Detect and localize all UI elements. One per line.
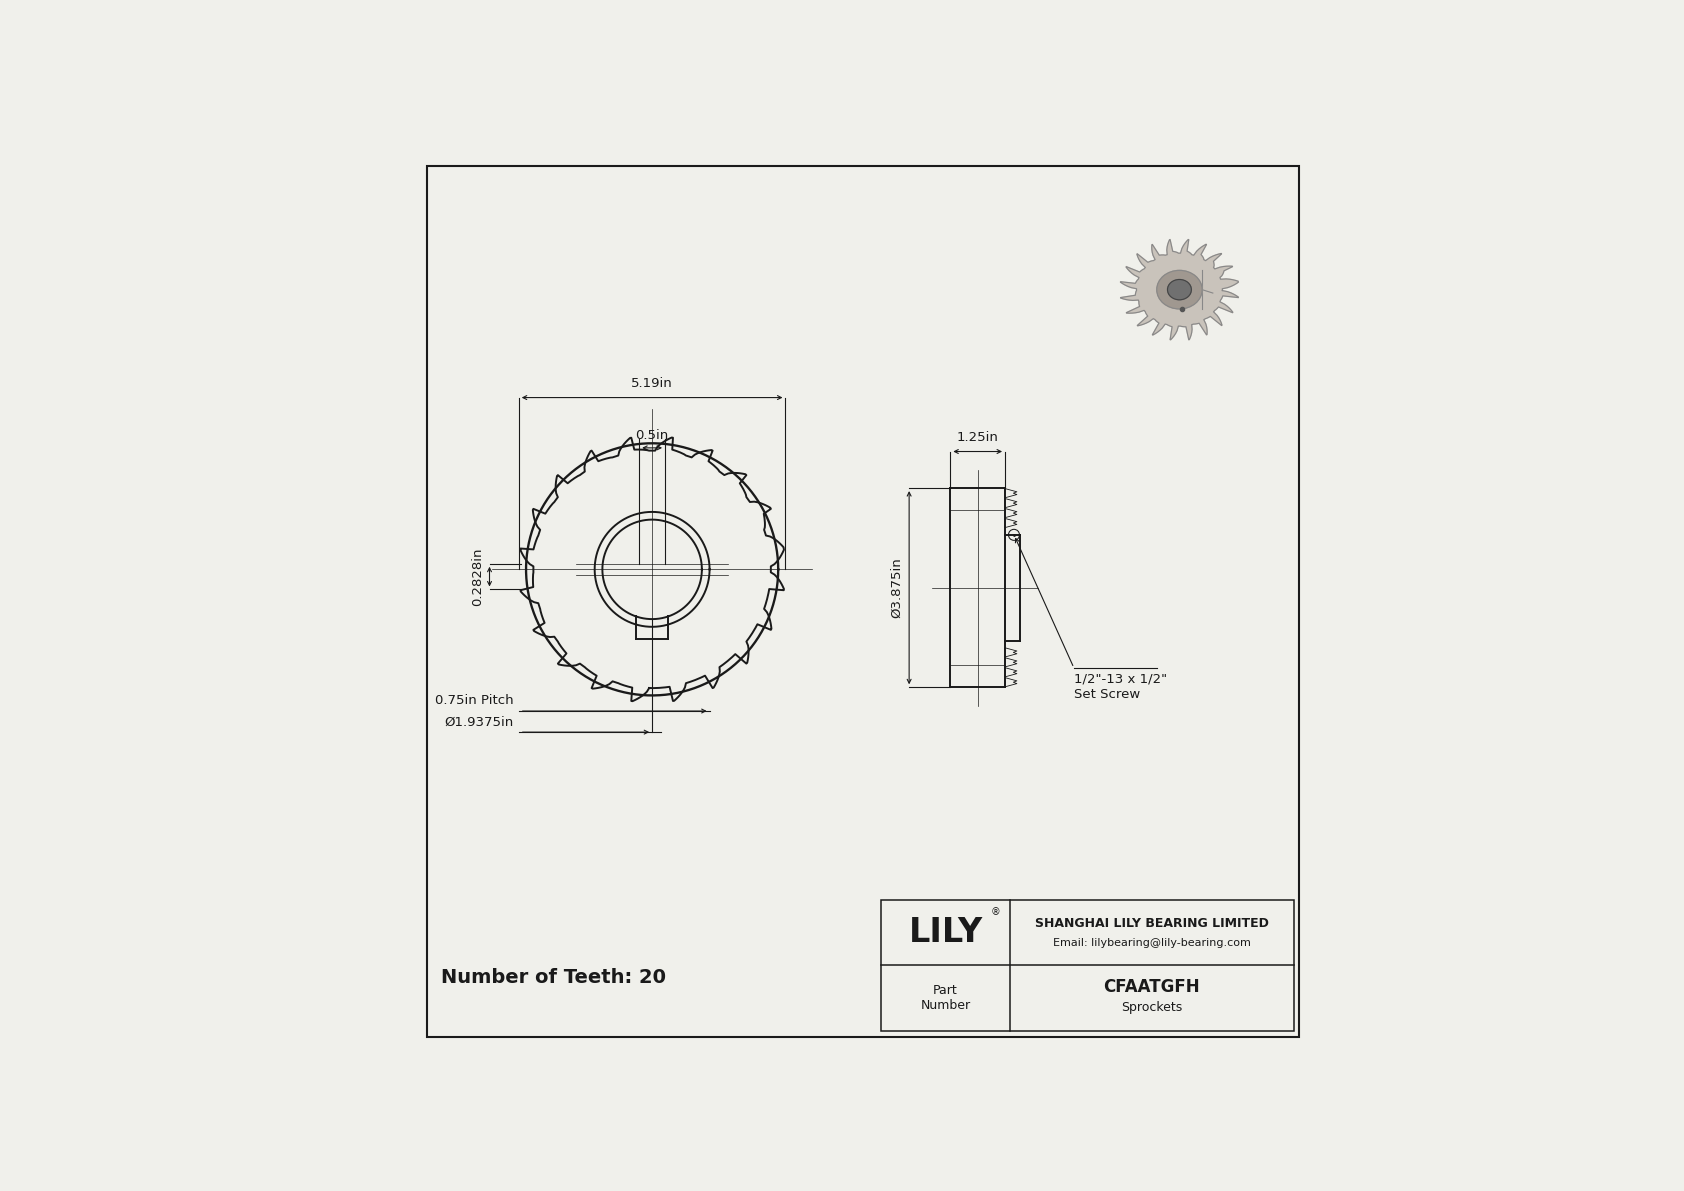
Polygon shape xyxy=(1120,239,1238,339)
Text: SHANGHAI LILY BEARING LIMITED: SHANGHAI LILY BEARING LIMITED xyxy=(1036,917,1268,930)
Text: 5.19in: 5.19in xyxy=(632,378,674,391)
Text: ®: ® xyxy=(990,908,1000,917)
Text: LILY: LILY xyxy=(908,916,983,949)
Text: 1/2"-13 x 1/2"
Set Screw: 1/2"-13 x 1/2" Set Screw xyxy=(1074,673,1167,700)
Ellipse shape xyxy=(1157,270,1202,308)
Text: Ø1.9375in: Ø1.9375in xyxy=(445,716,514,729)
Ellipse shape xyxy=(1167,280,1191,300)
Text: Part
Number: Part Number xyxy=(921,984,970,1012)
Text: CFAATGFH: CFAATGFH xyxy=(1103,978,1201,996)
Text: 1.25in: 1.25in xyxy=(957,431,999,444)
Text: 0.2828in: 0.2828in xyxy=(472,548,483,606)
Bar xyxy=(881,899,1293,1030)
Text: 0.5in: 0.5in xyxy=(635,430,669,442)
Text: Email: lilybearing@lily-bearing.com: Email: lilybearing@lily-bearing.com xyxy=(1052,939,1251,948)
Text: Ø3.875in: Ø3.875in xyxy=(889,557,903,618)
Text: 0.75in Pitch: 0.75in Pitch xyxy=(434,694,514,707)
Text: Sprockets: Sprockets xyxy=(1122,1000,1182,1014)
Text: Number of Teeth: 20: Number of Teeth: 20 xyxy=(441,968,667,987)
